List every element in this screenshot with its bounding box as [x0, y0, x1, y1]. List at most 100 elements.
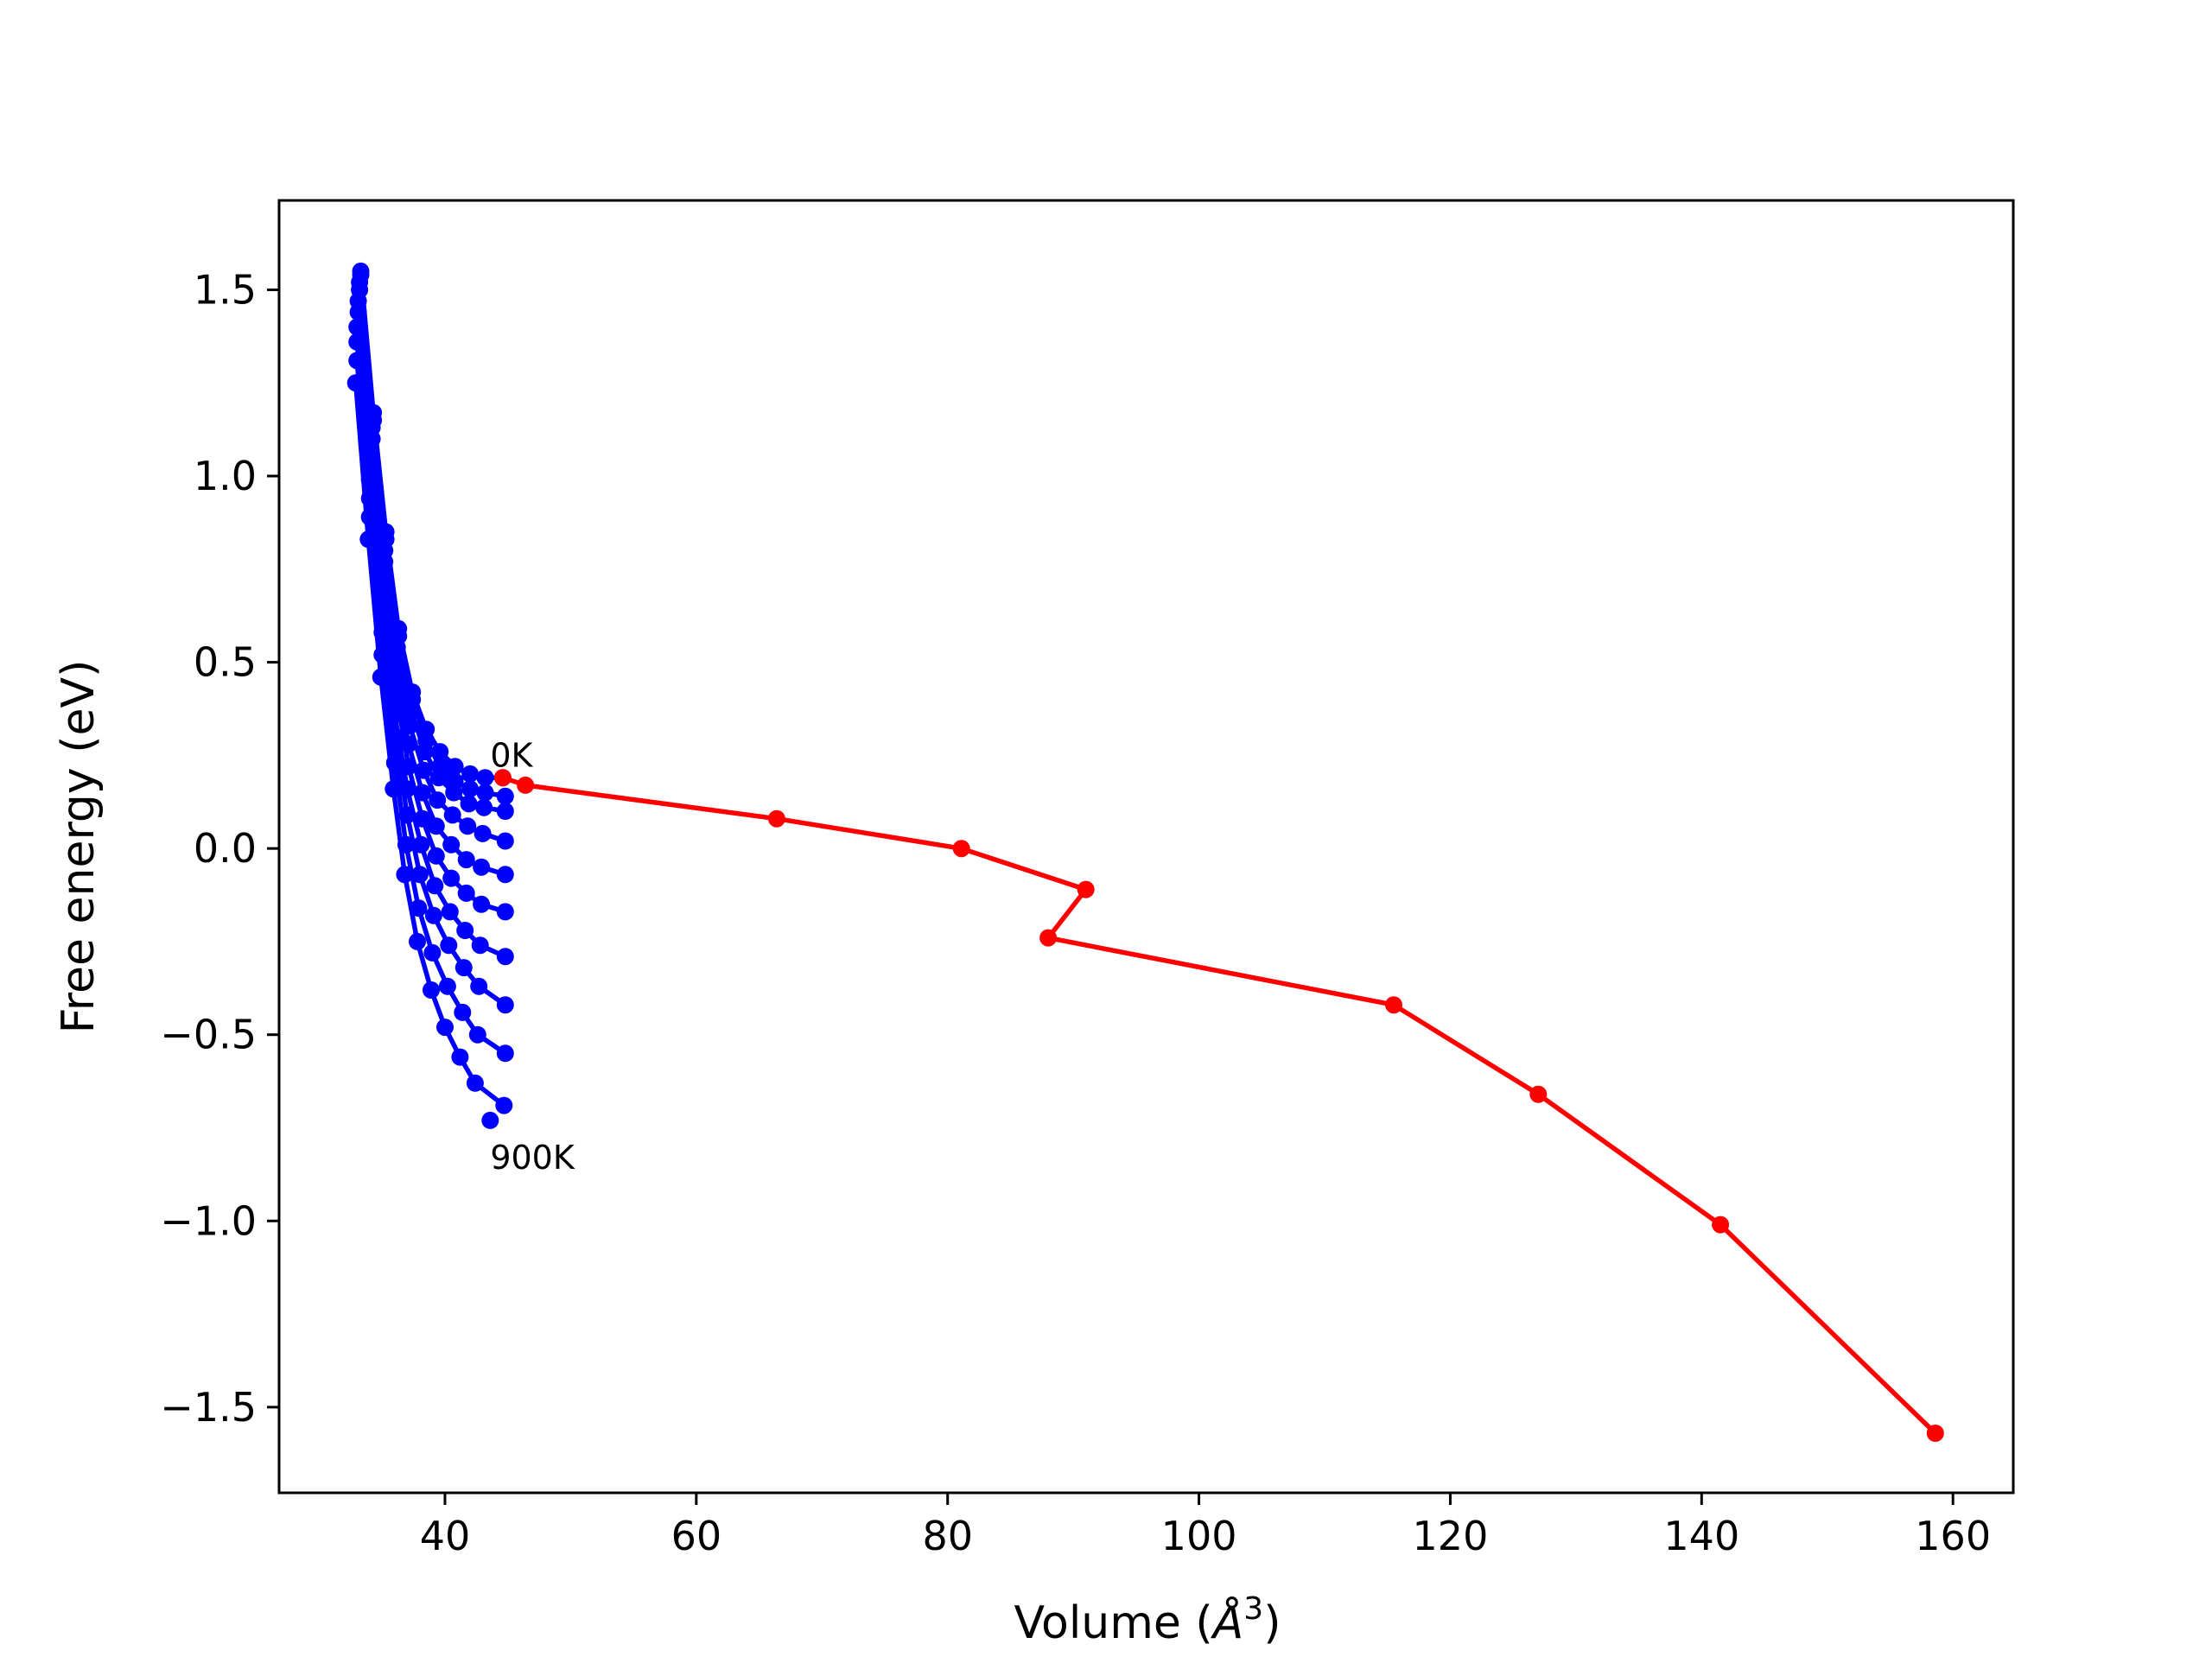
blue-data-point	[471, 936, 489, 955]
x-tick-label: 100	[1161, 1513, 1237, 1559]
x-axis-label-superscript: 3	[1243, 1591, 1263, 1627]
blue-data-point	[457, 851, 475, 869]
blue-data-point	[476, 769, 494, 787]
blue-data-point	[496, 903, 514, 921]
blue-data-point	[496, 948, 514, 966]
blue-data-point	[423, 981, 440, 999]
x-axis-label-suffix: )	[1263, 1597, 1281, 1649]
blue-data-point	[446, 758, 464, 776]
blue-data-point	[496, 787, 514, 805]
blue-data-point	[423, 943, 442, 962]
blue-data-point	[473, 895, 491, 913]
plot-marks	[346, 262, 1944, 1442]
blue-data-point	[496, 832, 514, 850]
x-axis-label-prefix: Volume (	[1014, 1597, 1213, 1649]
blue-data-point	[396, 866, 414, 884]
blue-data-point	[459, 817, 477, 835]
blue-data-point	[443, 806, 461, 824]
blue-data-point	[468, 1025, 486, 1044]
red-data-point	[1712, 1216, 1730, 1234]
red-data-point	[767, 809, 785, 828]
blue-data-point	[461, 765, 480, 783]
blue-data-point	[460, 795, 478, 813]
y-axis-label: Free energy (eV)	[53, 660, 105, 1034]
blue-data-point	[424, 906, 442, 924]
blue-series-10	[346, 374, 513, 1114]
annotations: 0K 900K	[490, 736, 575, 1177]
y-tick-label: 0.0	[194, 825, 257, 872]
blue-series-9	[348, 352, 514, 1063]
blue-data-point	[346, 374, 365, 392]
blue-data-point	[385, 780, 403, 798]
red-data-point	[493, 769, 512, 787]
annotation-label: 0K	[490, 736, 533, 774]
x-tick-label: 40	[420, 1513, 471, 1559]
x-axis-label: Volume (Å3)	[1014, 1591, 1281, 1649]
x-tick-label: 160	[1915, 1513, 1991, 1559]
blue-data-point	[348, 352, 366, 370]
y-tick-label: 0.5	[194, 639, 257, 686]
blue-data-point	[427, 847, 445, 865]
blue-data-point	[495, 1096, 513, 1114]
blue-data-point	[496, 1044, 514, 1063]
x-tick-label: 140	[1663, 1513, 1739, 1559]
red-data-point	[517, 776, 535, 794]
blue-data-point	[470, 977, 488, 995]
red-data-point	[1529, 1085, 1548, 1103]
blue-data-point	[445, 784, 463, 802]
blue-series-1	[352, 262, 512, 787]
blue-data-point	[473, 858, 491, 876]
red-data-point	[1039, 929, 1058, 947]
y-tick-label: 1.5	[194, 266, 257, 313]
blue-data-point	[349, 303, 367, 321]
blue-data-point	[436, 1019, 454, 1037]
blue-data-point	[476, 784, 494, 802]
blue-data-point	[440, 936, 458, 955]
red-series-line	[500, 775, 1938, 1436]
blue-data-point	[442, 869, 461, 887]
blue-data-point	[429, 769, 448, 787]
blue-data-point	[466, 1074, 484, 1092]
blue-data-point	[429, 791, 447, 809]
blue-data-point	[457, 884, 475, 902]
y-axis: 1.5 1.0 0.5 0.0 −0.5 −1.0 −1.5	[160, 266, 279, 1431]
blue-data-point	[438, 977, 456, 995]
blue-data-point	[451, 1048, 469, 1066]
blue-data-point	[496, 996, 514, 1014]
blue-data-point	[441, 903, 459, 921]
blue-data-point	[348, 318, 366, 336]
blue-data-point	[426, 877, 444, 895]
x-axis-label-unit: Å	[1211, 1596, 1244, 1649]
y-tick-label: 1.0	[194, 453, 257, 499]
blue-data-point	[496, 803, 514, 820]
blue-data-point	[475, 798, 493, 816]
blue-data-point	[456, 922, 474, 939]
blue-data-point	[359, 530, 378, 549]
y-tick-label: −1.0	[160, 1197, 257, 1244]
plot-frame	[277, 199, 2015, 1495]
y-tick-label: −0.5	[160, 1012, 257, 1058]
x-tick-label: 60	[671, 1513, 722, 1559]
blue-series-11	[481, 1111, 499, 1129]
y-tick-label: −1.5	[160, 1384, 257, 1431]
blue-data-point	[409, 932, 426, 950]
annotation-label: 900K	[490, 1139, 575, 1177]
red-data-point	[1385, 996, 1402, 1014]
blue-data-point	[372, 668, 390, 686]
blue-data-point	[474, 824, 492, 842]
x-axis: 40 60 80 100 120 140 160	[420, 1493, 1991, 1559]
blue-data-point	[461, 780, 480, 798]
x-tick-label: 120	[1413, 1513, 1489, 1559]
blue-data-point	[454, 1003, 472, 1021]
blue-data-point	[410, 866, 429, 884]
blue-data-point	[481, 1111, 499, 1129]
red-data-point	[1926, 1425, 1944, 1442]
blue-data-point	[454, 959, 473, 977]
blue-data-point	[427, 817, 445, 835]
blue-data-point	[442, 835, 461, 854]
red-data-point	[1077, 880, 1095, 898]
red-series-12	[493, 769, 1944, 1442]
x-tick-label: 80	[922, 1513, 973, 1559]
blue-data-point	[496, 866, 514, 884]
